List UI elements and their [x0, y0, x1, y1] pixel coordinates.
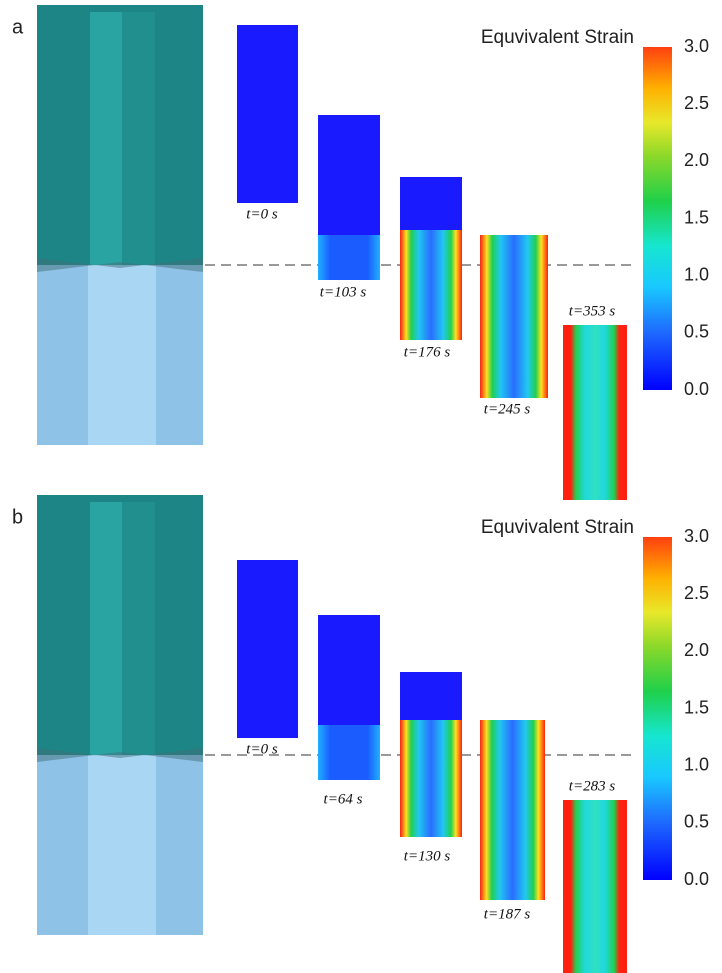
time-label: t=64 s [324, 791, 363, 807]
colorbar-tick: 0.0 [684, 869, 709, 889]
colorbar [643, 47, 672, 390]
time-label: t=176 s [404, 344, 451, 360]
upper-channel-shade [122, 12, 155, 265]
time-label: t=0 s [246, 206, 278, 222]
billet-deformed [480, 720, 545, 900]
colorbar-tick: 0.5 [684, 812, 709, 832]
colorbar-tick: 2.5 [684, 93, 709, 113]
billet [237, 560, 298, 738]
colorbar-tick: 2.5 [684, 583, 709, 603]
time-label: t=103 s [320, 284, 367, 300]
lower-channel [88, 265, 156, 445]
billet [563, 800, 627, 973]
time-label: t=353 s [569, 303, 616, 319]
figure: a t=0 s t=103 s t=176 s t=245 s t=353 s Equviv… [0, 0, 722, 973]
time-label: t=283 s [569, 778, 616, 794]
colorbar-title: Equvivalent Strain [481, 27, 634, 48]
panel-label: b [12, 506, 23, 528]
colorbar-tick: 1.0 [684, 754, 709, 774]
billet-deformed [318, 725, 380, 780]
colorbar-tick: 3.0 [684, 526, 709, 546]
time-label: t=130 s [404, 848, 451, 864]
colorbar-tick: 2.0 [684, 150, 709, 170]
colorbar-tick: 1.0 [684, 264, 709, 284]
colorbar [643, 537, 672, 880]
colorbar-tick: 1.5 [684, 207, 709, 227]
colorbar-tick: 3.0 [684, 36, 709, 56]
colorbar-tick: 2.0 [684, 640, 709, 660]
billet-deformed [400, 720, 462, 837]
time-label: t=245 s [484, 401, 531, 417]
billet-deformed [400, 230, 462, 340]
billet [563, 325, 627, 500]
colorbar-tick: 0.0 [684, 379, 709, 399]
lower-channel [88, 755, 156, 935]
time-label: t=187 s [484, 906, 531, 922]
panel-label: a [12, 16, 24, 38]
billet-deformed [318, 235, 380, 280]
billet [237, 25, 298, 203]
time-label: t=0 s [246, 741, 278, 757]
colorbar-title: Equvivalent Strain [481, 517, 634, 538]
upper-channel-shade [122, 502, 155, 755]
colorbar-tick: 0.5 [684, 322, 709, 342]
billet-deformed [480, 235, 548, 398]
colorbar-tick: 1.5 [684, 697, 709, 717]
